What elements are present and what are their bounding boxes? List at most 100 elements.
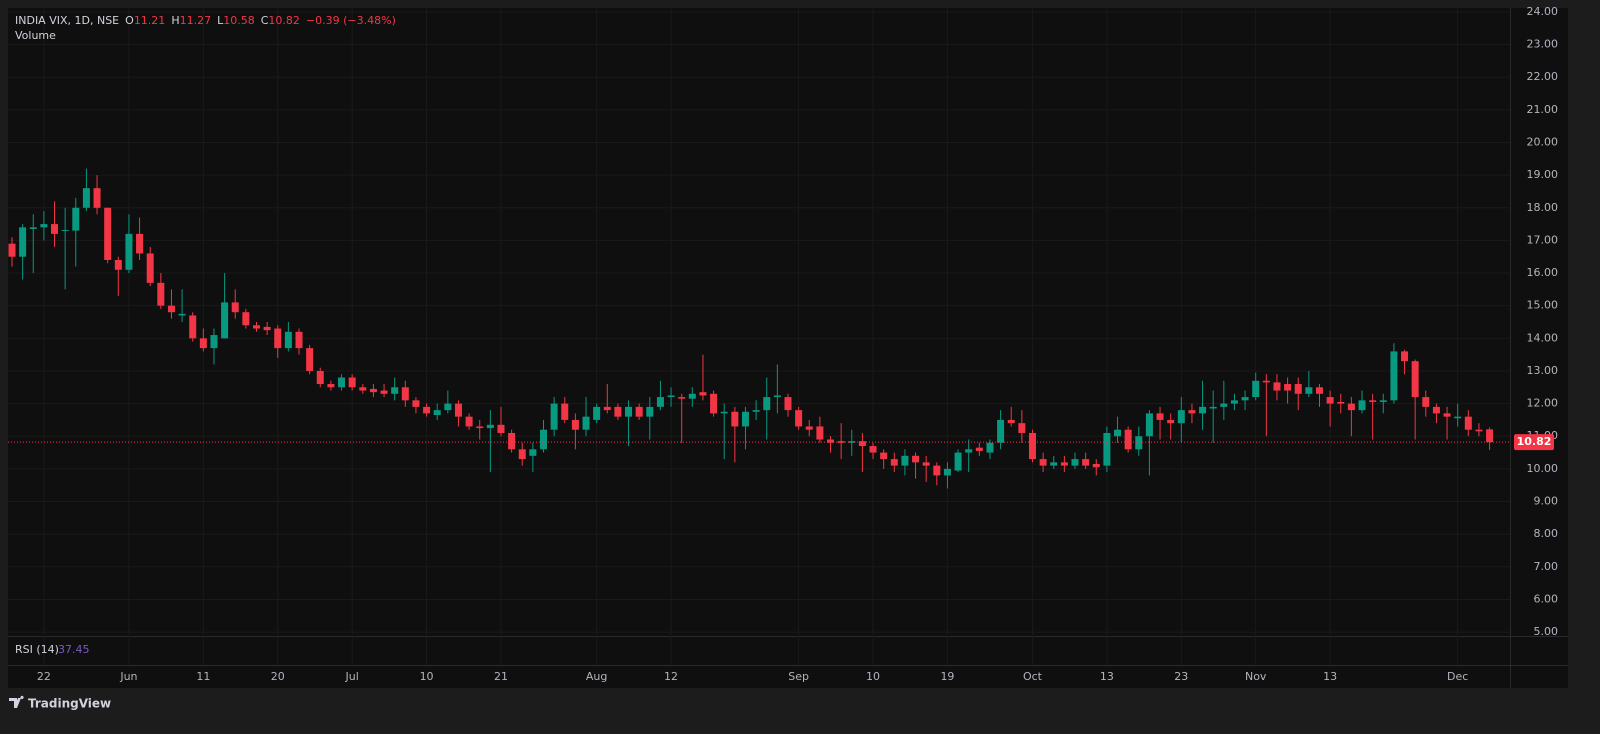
candle-body [699, 392, 707, 396]
candle-body [348, 377, 356, 388]
y-tick-label: 15.00 [1527, 299, 1559, 312]
candle-body [720, 411, 728, 414]
candle-body [827, 439, 835, 443]
candle-body [869, 446, 877, 453]
candle-body [423, 406, 431, 414]
x-tick-label: 13 [1100, 670, 1114, 683]
candle-body [1039, 459, 1047, 466]
high-value: 11.27 [180, 14, 212, 27]
candle-body [82, 188, 90, 208]
candle-body [93, 188, 101, 208]
candle-body [1337, 401, 1345, 404]
candle-body [231, 302, 239, 313]
y-tick-label: 21.00 [1527, 103, 1559, 116]
candle-body [1007, 419, 1015, 424]
candle-body [199, 338, 207, 349]
candle-body [1092, 463, 1100, 468]
candle-body [1443, 413, 1451, 417]
brand-logo [9, 695, 24, 708]
y-tick-label: 22.00 [1527, 70, 1559, 83]
x-tick-label: Oct [1023, 670, 1043, 683]
candle-body [1124, 429, 1132, 450]
y-tick-label: 20.00 [1527, 135, 1559, 148]
close-value: 10.82 [268, 14, 300, 27]
candle-body [997, 419, 1005, 443]
candle-body [943, 468, 951, 476]
candle-body [614, 406, 622, 417]
candle-body [1464, 416, 1472, 430]
y-tick-label: 24.00 [1527, 5, 1559, 18]
candle-body [263, 326, 271, 331]
candle-body [858, 441, 866, 447]
candle-body [167, 305, 175, 313]
candle-body [338, 377, 346, 388]
low-value: 10.58 [223, 14, 255, 27]
candle-body [1305, 387, 1313, 394]
candle-body [486, 424, 494, 429]
candle-body [274, 328, 282, 349]
candle-body [1145, 413, 1153, 437]
candle-body [603, 406, 611, 411]
candle-body [954, 452, 962, 471]
y-tick-label: 6.00 [1534, 592, 1559, 605]
candle-body [1199, 406, 1207, 414]
y-tick-label: 18.00 [1527, 201, 1559, 214]
candle-body [710, 393, 718, 414]
candle-body [1422, 397, 1430, 407]
price-label-box [1514, 434, 1554, 451]
x-tick-label: 13 [1323, 670, 1337, 683]
candle-body [391, 387, 399, 394]
candle-body [1475, 429, 1483, 432]
candle-body [912, 455, 920, 463]
ohlc-letter: C [261, 14, 269, 27]
candle-body [1209, 406, 1217, 409]
candle-body [465, 416, 473, 427]
x-tick-label: 21 [494, 670, 508, 683]
candle-body [805, 426, 813, 430]
x-tick-label: 11 [196, 670, 210, 683]
candle-body [646, 406, 654, 417]
candle-body [380, 390, 388, 394]
x-tick-label: 12 [664, 670, 678, 683]
rsi-label: RSI (14) [15, 643, 59, 656]
x-tick-label: 10 [420, 670, 434, 683]
candle-body [1358, 400, 1366, 411]
y-tick-label: 8.00 [1534, 527, 1559, 540]
candle-body [1230, 400, 1238, 404]
candle-body [1486, 429, 1494, 443]
y-tick-label: 23.00 [1527, 38, 1559, 51]
candle-body [1135, 436, 1143, 450]
candle-body [1167, 419, 1175, 424]
candle-body [816, 426, 824, 440]
candle-body [178, 313, 186, 316]
candle-body [316, 370, 324, 385]
y-tick-label: 17.00 [1527, 233, 1559, 246]
ohlc-letter: O [125, 14, 134, 27]
candle-body [1082, 459, 1090, 466]
x-tick-label: Aug [586, 670, 607, 683]
candle-body [752, 410, 760, 412]
candle-body [40, 224, 48, 228]
candle-body [1241, 397, 1249, 401]
candle-body [114, 259, 122, 270]
y-tick-label: 10.00 [1527, 462, 1559, 475]
candle-body [508, 432, 516, 450]
candle-body [454, 403, 462, 417]
price-label: 10.82 [1517, 435, 1552, 448]
x-tick-label: 19 [940, 670, 954, 683]
brand: TradingView [9, 695, 111, 711]
candle-body [104, 207, 112, 260]
candle-body [571, 419, 579, 430]
y-tick-label: 9.00 [1534, 495, 1559, 508]
open-value: 11.21 [134, 14, 166, 27]
y-tick-label: 7.00 [1534, 560, 1559, 573]
volume-label: Volume [15, 29, 56, 42]
y-tick-label: 12.00 [1527, 397, 1559, 410]
candle-body [593, 406, 601, 420]
candle-body [210, 335, 218, 349]
rsi-value: 37.45 [58, 643, 90, 656]
candle-body [667, 395, 675, 398]
y-tick-label: 19.00 [1527, 168, 1559, 181]
candle-body [933, 465, 941, 476]
y-tick-label: 13.00 [1527, 364, 1559, 377]
